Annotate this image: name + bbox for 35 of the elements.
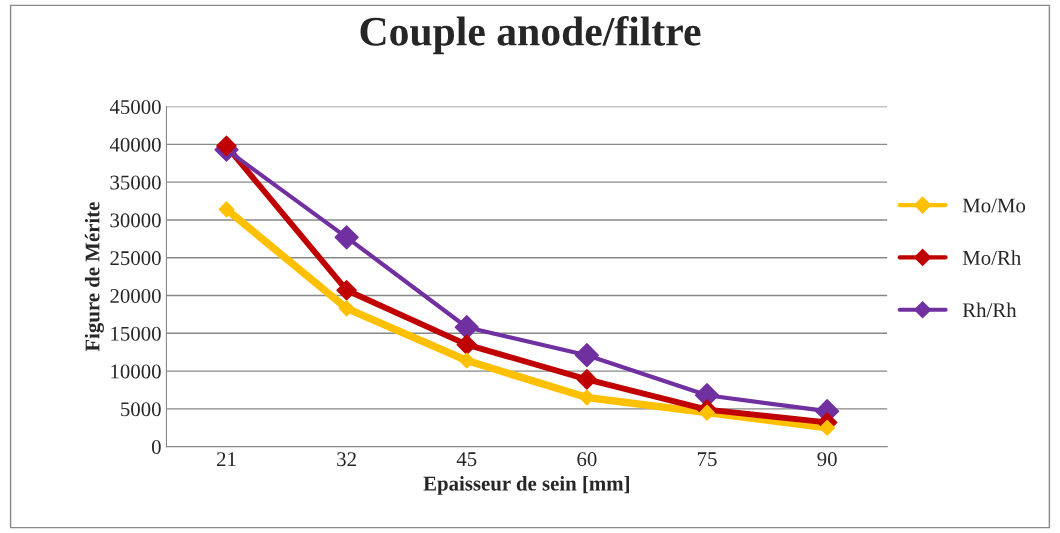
y-tick-label: 25000: [110, 251, 161, 266]
x-axis-title: Epaisseur de sein [mm]: [423, 475, 629, 495]
legend-label: Rh/Rh: [962, 302, 1017, 318]
x-tick-label: 75: [697, 452, 717, 467]
point: [576, 369, 598, 390]
x-tick-label: 90: [817, 452, 837, 467]
point: [336, 279, 357, 301]
y-tick-label: 10000: [111, 364, 161, 379]
legend-label: Mo/Mo: [962, 198, 1026, 213]
legend-label: Mo/Rh: [962, 250, 1021, 265]
y-tick-label: 20000: [110, 288, 161, 303]
y-tick-label: 40000: [109, 137, 161, 152]
y-tick-label: 0: [151, 440, 161, 455]
y-axis-title: Figure de Mérite: [84, 202, 104, 352]
point: [699, 404, 715, 421]
y-tick-label: 5000: [121, 402, 161, 417]
point: [454, 315, 479, 340]
x-tick-label: 60: [577, 452, 597, 467]
point: [216, 135, 237, 157]
x-tick-label: 32: [337, 452, 356, 467]
point: [458, 352, 475, 369]
point: [819, 419, 836, 436]
y-tick-label: 15000: [111, 326, 161, 341]
y-tick-label: 30000: [110, 213, 161, 228]
point: [218, 201, 235, 218]
chart-title: Couple anode/filtre: [360, 15, 701, 55]
point: [334, 225, 359, 250]
x-tick-label: 21: [216, 452, 236, 466]
y-tick-label: 35000: [110, 175, 161, 190]
point: [338, 300, 355, 317]
point: [456, 334, 478, 355]
point: [578, 389, 595, 406]
x-tick-label: 45: [456, 452, 477, 467]
point: [574, 343, 599, 368]
y-tick-label: 45000: [109, 99, 161, 115]
